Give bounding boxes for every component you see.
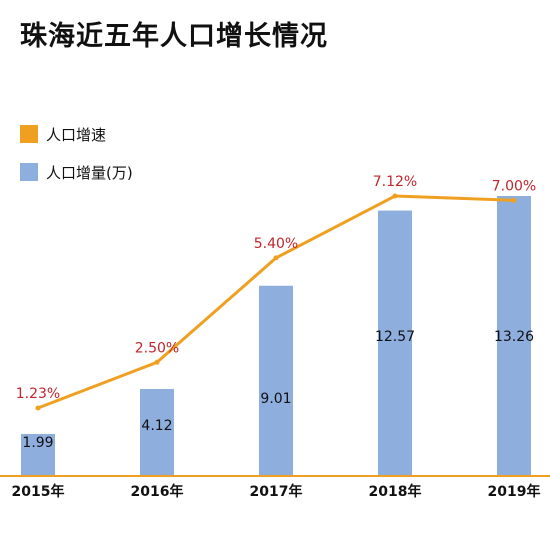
growth-rate-point-2016年 <box>154 359 160 365</box>
legend-label-growth-rate: 人口增速 <box>46 125 107 144</box>
x-tick-label-2019年: 2019年 <box>488 483 541 500</box>
legend: 人口增速 人口增量(万) <box>20 124 133 200</box>
bar-2018年 <box>378 210 412 476</box>
x-tick-label-2017年: 2017年 <box>250 483 303 500</box>
growth-rate-point-2015年 <box>35 405 41 411</box>
growth-rate-point-2017年 <box>273 255 279 261</box>
bar-value-label-2016年: 4.12 <box>141 418 172 434</box>
bar-2015年 <box>21 433 55 476</box>
bar-value-label-2019年: 13.26 <box>494 329 534 345</box>
legend-swatch-growth-rate <box>20 125 38 143</box>
growth-rate-label-2018年: 7.12% <box>373 174 417 190</box>
legend-item-increase: 人口增量(万) <box>20 162 133 182</box>
growth-rate-label-2017年: 5.40% <box>254 236 298 252</box>
bar-2016年 <box>140 389 174 476</box>
x-tick-label-2015年: 2015年 <box>12 483 65 500</box>
chart-title: 珠海近五年人口增长情况 <box>20 21 328 52</box>
bar-value-label-2015年: 1.99 <box>22 435 53 451</box>
bar-2019年 <box>497 196 531 476</box>
x-tick-label-2016年: 2016年 <box>131 483 184 500</box>
growth-rate-point-2019年 <box>511 197 517 203</box>
x-tick-label-2018年: 2018年 <box>369 483 422 500</box>
bar-2017年 <box>259 285 293 476</box>
legend-label-increase: 人口增量(万) <box>46 163 133 182</box>
growth-rate-label-2016年: 2.50% <box>135 340 179 356</box>
growth-rate-point-2018年 <box>392 193 398 199</box>
bar-value-label-2018年: 12.57 <box>375 329 415 345</box>
bar-value-label-2017年: 9.01 <box>260 391 291 407</box>
growth-rate-label-2015年: 1.23% <box>16 386 60 402</box>
growth-rate-label-2019年: 7.00% <box>492 178 536 194</box>
legend-item-growth-rate: 人口增速 <box>20 124 133 144</box>
legend-swatch-increase <box>20 163 38 181</box>
